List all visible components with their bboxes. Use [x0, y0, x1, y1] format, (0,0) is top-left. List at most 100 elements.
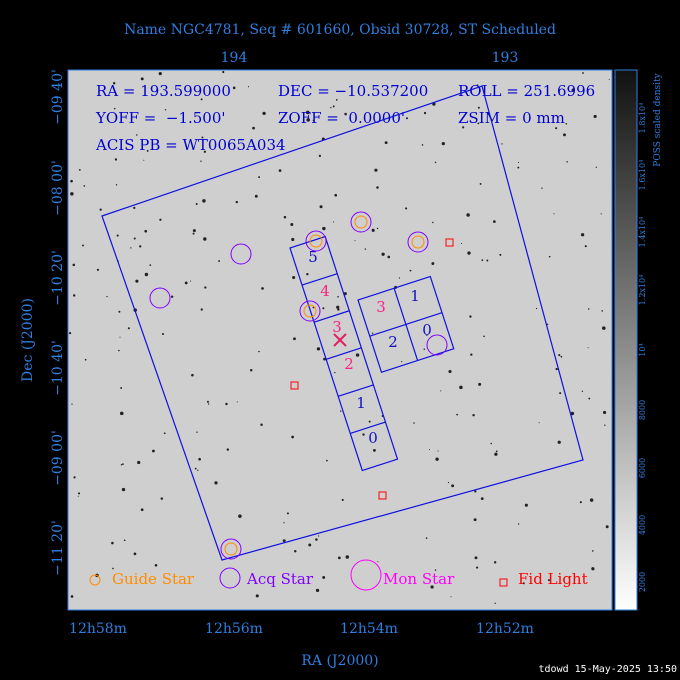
colorbar-ticks: 2000 4000 6000 8000 10⁴ 1.2x10⁴ 1.4x10⁴ 1.6x10⁴…: [638, 103, 647, 592]
star: [127, 327, 130, 330]
star: [116, 234, 119, 237]
star: [77, 492, 81, 495]
star: [340, 410, 342, 412]
star: [247, 86, 250, 88]
star: [252, 126, 255, 130]
star: [337, 556, 341, 560]
chip-label: 2: [388, 333, 398, 351]
star: [283, 215, 287, 219]
star: [133, 206, 136, 210]
star: [486, 259, 489, 262]
star: [308, 543, 312, 547]
star: [582, 72, 584, 74]
star: [112, 567, 114, 570]
star: [474, 556, 478, 560]
star: [588, 397, 591, 400]
star: [401, 361, 403, 363]
x-axis-label: RA (J2000): [301, 653, 378, 669]
star: [73, 476, 76, 479]
star: [441, 141, 445, 146]
star: [426, 334, 428, 336]
star: [120, 387, 123, 389]
star: [278, 169, 282, 172]
star: [566, 161, 568, 163]
star: [580, 233, 585, 237]
star: [495, 450, 498, 453]
star: [557, 440, 561, 444]
star: [282, 539, 286, 543]
star: [425, 537, 428, 539]
star: [595, 166, 597, 168]
left-tick: −10 40': [50, 340, 66, 396]
star: [368, 420, 371, 423]
star: [136, 134, 138, 136]
star: [144, 272, 149, 277]
star: [72, 263, 76, 267]
star: [72, 294, 76, 297]
colorbar-tick: 1.2x10⁴: [638, 275, 647, 306]
star: [565, 123, 568, 125]
info: RA = 193.599000 DEC = −10.537200 ROLL = …: [95, 82, 595, 154]
star: [83, 185, 86, 187]
star: [154, 563, 158, 567]
star: [355, 353, 360, 357]
star: [198, 457, 201, 461]
colorbar-tick: 1.8x10⁴: [638, 103, 647, 134]
chip-label: 2: [344, 355, 354, 373]
star: [130, 247, 132, 249]
star: [480, 497, 484, 501]
star: [322, 307, 325, 310]
info-dec: DEC = −10.537200: [278, 82, 428, 100]
star: [587, 308, 590, 310]
left-ticks: −09 40' −08 00' −10 20' −10 40' −09 00' …: [50, 69, 66, 576]
star: [478, 382, 482, 386]
star: [579, 501, 582, 504]
top-tick: 194: [221, 50, 248, 66]
star: [254, 194, 258, 198]
star: [429, 449, 431, 451]
chip-label: 0: [368, 429, 378, 447]
star: [159, 218, 162, 221]
star: [448, 369, 452, 374]
star: [194, 467, 197, 470]
star: [337, 296, 339, 298]
s-array: [289, 235, 399, 472]
star: [466, 213, 470, 217]
colorbar-tick: 1.6x10⁴: [638, 160, 647, 191]
star: [604, 424, 606, 426]
star: [524, 503, 528, 507]
star: [258, 176, 261, 178]
star: [499, 253, 502, 256]
star: [114, 158, 118, 161]
legend-mon: Mon Star: [383, 570, 455, 588]
star: [462, 126, 465, 129]
star: [292, 276, 296, 280]
y-axis-label: Dec (J2000): [20, 298, 36, 382]
left-tick: −08 00': [50, 160, 66, 216]
star: [326, 459, 328, 462]
star: [563, 133, 566, 137]
left-tick: −09 40': [50, 69, 66, 125]
star: [322, 575, 326, 579]
star: [293, 337, 296, 341]
star: [106, 295, 108, 298]
star: [541, 187, 543, 189]
star: [137, 460, 141, 465]
star: [584, 245, 587, 248]
star: [467, 251, 471, 255]
star: [362, 433, 365, 436]
star: [135, 279, 139, 283]
star: [84, 358, 87, 361]
star: [206, 400, 210, 403]
star: [222, 70, 225, 74]
star: [517, 523, 520, 525]
star: [405, 117, 408, 120]
colorbar-label: POSS scaled density: [653, 72, 663, 166]
left-tick: −11 20': [50, 520, 66, 576]
star: [195, 203, 198, 206]
star: [191, 373, 194, 377]
star: [119, 336, 121, 338]
star: [260, 423, 263, 427]
star: [440, 390, 442, 392]
star: [477, 122, 480, 125]
